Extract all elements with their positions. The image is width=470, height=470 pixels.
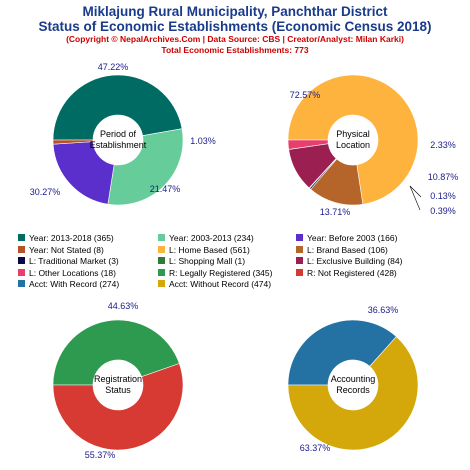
- legend-item: L: Exclusive Building (84): [296, 256, 402, 267]
- percent-label: 47.22%: [98, 62, 129, 72]
- chart-header: Miklajung Rural Municipality, Panchthar …: [0, 4, 470, 56]
- donut-hole: [328, 115, 378, 165]
- legend-swatch: [18, 245, 25, 253]
- center-label: Period of: [100, 129, 137, 139]
- legend-swatch: [158, 268, 165, 276]
- legend-label: L: Brand Based (106): [307, 244, 388, 255]
- legend-swatch: [296, 234, 303, 241]
- legend-swatch: [18, 234, 25, 241]
- legend-label: Acct: Without Record (474): [169, 279, 272, 289]
- legend-swatch: [158, 234, 165, 241]
- legend-label: L: Exclusive Building (84): [307, 256, 403, 266]
- legend-item: L: Shopping Mall (1): [158, 256, 245, 267]
- legend-item: L: Brand Based (106): [296, 245, 388, 256]
- center-label: Accounting: [331, 374, 376, 384]
- legend-item: Year: 2003-2013 (234): [158, 233, 254, 244]
- legend-label: R: Not Registered (428): [307, 267, 397, 278]
- percent-label: 44.63%: [108, 301, 139, 311]
- legend-label: Year: Not Stated (8): [29, 244, 104, 255]
- chart-title-line1: Miklajung Rural Municipality, Panchthar …: [82, 4, 388, 19]
- legend-label: R: Legally Registered (345): [169, 267, 273, 278]
- donut-hole: [93, 115, 143, 165]
- legend-swatch: [158, 280, 165, 287]
- legend-label: Year: 2003-2013 (234): [169, 233, 254, 243]
- percent-label: 21.47%: [150, 184, 181, 194]
- legend-item: L: Other Locations (18): [18, 268, 116, 279]
- percent-label: 30.27%: [30, 187, 61, 197]
- legend-label: Acct: With Record (274): [29, 279, 120, 289]
- legend-item: Year: Not Stated (8): [18, 245, 104, 256]
- percent-label: 63.37%: [300, 443, 331, 453]
- percent-label: 72.57%: [290, 90, 321, 100]
- center-label: Establishment: [90, 140, 147, 150]
- legend-swatch: [158, 245, 165, 253]
- legend-item: Acct: With Record (274): [18, 279, 119, 290]
- legend-label: Year: 2013-2018 (365): [29, 233, 114, 243]
- percent-label: 2.33%: [430, 140, 456, 150]
- legend-swatch: [18, 280, 25, 287]
- percent-label: 0.39%: [430, 206, 456, 216]
- legend-swatch: [18, 268, 25, 276]
- percent-label: 13.71%: [320, 207, 351, 217]
- legend-item: L: Home Based (561): [158, 245, 250, 256]
- center-label: Physical: [336, 129, 370, 139]
- legend-label: L: Shopping Mall (1): [169, 256, 246, 266]
- leader-line: [409, 185, 422, 198]
- legend-label: L: Traditional Market (3): [29, 256, 119, 266]
- legend-swatch: [296, 257, 303, 264]
- donut-hole: [93, 360, 143, 410]
- chart-title-line2: Status of Economic Establishments (Econo…: [38, 19, 432, 34]
- percent-label: 36.63%: [368, 305, 399, 315]
- percent-label: 10.87%: [428, 172, 459, 182]
- legend-item: R: Legally Registered (345): [158, 268, 272, 279]
- center-label: Registration: [94, 374, 142, 384]
- legend-label: L: Other Locations (18): [29, 267, 116, 278]
- legend-item: Year: 2013-2018 (365): [18, 233, 114, 244]
- copyright-note: (Copyright © NepalArchives.Com | Data So…: [66, 34, 404, 44]
- legend-swatch: [158, 257, 165, 264]
- legend-label: L: Home Based (561): [169, 244, 250, 255]
- center-label: Status: [105, 385, 131, 395]
- legend-item: Acct: Without Record (474): [158, 279, 271, 290]
- center-label: Records: [336, 385, 370, 395]
- donut-hole: [328, 360, 378, 410]
- legend-item: R: Not Registered (428): [296, 268, 397, 279]
- legend-swatch: [296, 268, 303, 276]
- legend-swatch: [296, 245, 303, 253]
- percent-label: 55.37%: [85, 450, 116, 460]
- total-establishments: Total Economic Establishments: 773: [161, 45, 309, 55]
- percent-label: 0.13%: [430, 191, 456, 201]
- legend-item: Year: Before 2003 (166): [296, 233, 397, 244]
- legend-item: L: Traditional Market (3): [18, 256, 119, 267]
- legend-label: Year: Before 2003 (166): [307, 233, 398, 243]
- leader-line: [409, 185, 421, 211]
- legend-swatch: [18, 257, 25, 264]
- center-label: Location: [336, 140, 370, 150]
- percent-label: 1.03%: [190, 136, 216, 146]
